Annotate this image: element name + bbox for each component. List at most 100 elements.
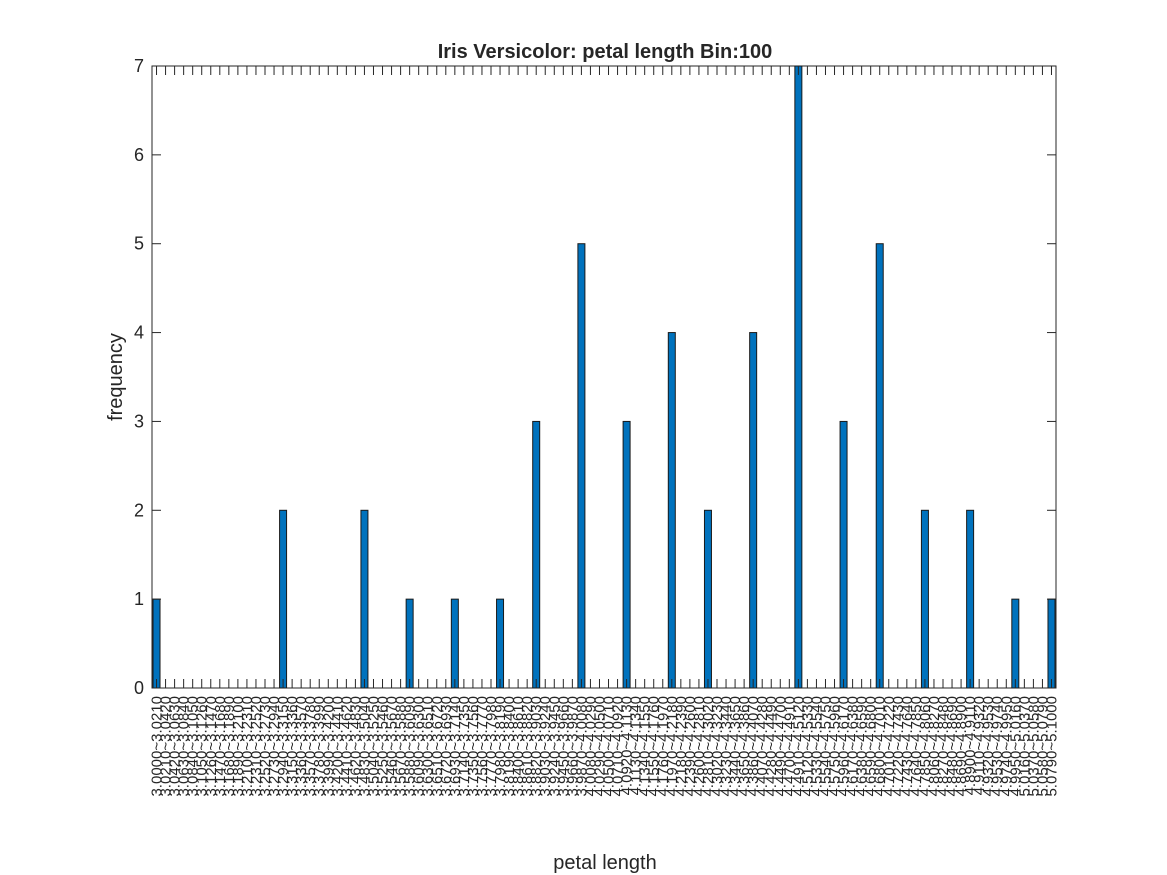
x-tick-label: 3.3360~3.3570 (293, 696, 310, 797)
x-axis-label: petal length (553, 852, 656, 874)
x-tick-label: 3.3570~3.3780 (302, 696, 319, 797)
x-tick-label: 5.0580~5.0790 (1034, 696, 1051, 797)
x-tick-label: 3.0840~3.1050 (185, 696, 202, 797)
x-tick-label: 3.1050~3.1260 (194, 696, 211, 797)
x-tick-label: 3.0630~3.0840 (176, 696, 193, 797)
x-tick-label: 3.2940~3.3150 (275, 696, 292, 797)
x-tick-label: 3.0210~3.0420 (158, 696, 175, 797)
x-tick-label: 4.1970~4.2180 (664, 696, 681, 797)
x-tick-label: 4.3440~4.3650 (727, 696, 744, 797)
y-axis-label: frequency (105, 333, 127, 421)
x-tick-label: 3.2100~3.2310 (239, 696, 256, 797)
x-tick-label: 3.9030~3.9240 (537, 696, 554, 797)
y-tick-label: 1 (134, 589, 144, 609)
x-tick-label: 4.1550~4.1760 (646, 696, 663, 797)
x-tick-label: 4.5330~4.5540 (808, 696, 825, 797)
y-tick-label: 5 (134, 234, 144, 254)
x-tick-label: 5.0370~5.0580 (1025, 696, 1042, 797)
y-tick-label: 3 (134, 411, 144, 431)
x-tick-label: 3.7980~3.8190 (492, 696, 509, 797)
x-tick-label: 4.4070~4.4280 (754, 696, 771, 797)
x-tick-label: 4.7430~4.7640 (899, 696, 916, 797)
x-tick-label: 4.4700~4.4910 (781, 696, 798, 797)
bar (279, 509, 288, 689)
x-tick-label: 3.5460~3.5670 (384, 696, 401, 797)
x-tick-label: 4.8900~4.9110 (962, 696, 979, 795)
x-tick-label: 3.6090~3.6300 (411, 696, 428, 797)
bar (966, 509, 975, 689)
x-tick-label: 3.9660~3.9870 (564, 696, 581, 797)
y-tick-label: 0 (134, 678, 144, 698)
bar (450, 598, 459, 689)
x-tick-label: 3.1890~3.2100 (230, 696, 247, 797)
x-tick-label: 3.0420~3.0630 (167, 696, 184, 797)
x-tick-label: 4.7010~4.7220 (881, 696, 898, 797)
x-tick-label: 4.2180~4.2390 (673, 696, 690, 797)
x-ticks-group: 3.0000~3.02103.0210~3.04203.0420~3.06303… (149, 66, 1060, 797)
x-tick-label: 3.1680~3.1890 (221, 696, 238, 797)
bar (920, 509, 929, 689)
x-tick-label: 4.8060~4.8270 (926, 696, 943, 797)
x-tick-label: 3.5880~3.6090 (402, 696, 419, 797)
x-tick-label: 4.6380~4.6590 (854, 696, 871, 797)
x-tick-label: 3.4830~3.5040 (356, 696, 373, 797)
x-tick-label: 3.5670~3.5880 (393, 696, 410, 797)
x-tick-label: 4.6170~4.6380 (845, 696, 862, 797)
x-tick-label: 4.9110~4.9320 (971, 696, 988, 795)
x-tick-label: 3.9450~3.9660 (555, 696, 572, 797)
x-tick-label: 4.2390~4.2600 (682, 696, 699, 797)
x-tick-label: 5.0790~5.1000 (1043, 696, 1060, 797)
x-tick-label: 3.6510~3.6720 (429, 696, 446, 797)
x-tick-label: 4.3860~4.4070 (745, 696, 762, 797)
x-tick-label: 3.1470~3.1680 (212, 696, 229, 797)
x-tick-label: 4.9530~4.9740 (989, 696, 1006, 797)
x-tick-label: 4.3650~4.3860 (736, 696, 753, 797)
y-ticks-group: 0 1 2 3 4 5 6 7 (134, 56, 1056, 698)
y-tick-label: 6 (134, 145, 144, 165)
bar (1047, 598, 1056, 689)
bar (532, 420, 541, 689)
x-tick-label: 4.5540~4.5750 (817, 696, 834, 797)
x-tick-label: 4.3230~4.3440 (718, 696, 735, 797)
x-tick-label: 3.3780~3.3990 (311, 696, 328, 797)
x-tick-label: 4.7640~4.7850 (908, 696, 925, 797)
chart-title: Iris Versicolor: petal length Bin:100 (438, 41, 773, 63)
y-tick-label: 4 (134, 323, 144, 343)
x-tick-label: 3.2520~3.2730 (257, 696, 274, 797)
x-tick-label: 3.8190~3.8400 (501, 696, 518, 797)
x-tick-label: 4.6800~4.7010 (872, 696, 889, 797)
x-tick-label: 5.0160~5.0370 (1016, 696, 1033, 797)
x-tick-label: 3.8400~3.8610 (510, 696, 527, 797)
x-tick-label: 3.9870~4.0080 (573, 696, 590, 797)
y-tick-label: 7 (134, 56, 144, 76)
x-tick-label: 3.2310~3.2520 (248, 696, 265, 797)
x-tick-label: 3.6300~3.6510 (420, 696, 437, 797)
x-tick-label: 3.9240~3.9450 (546, 696, 563, 797)
x-tick-label: 3.4620~3.4830 (347, 696, 364, 797)
x-tick-label: 3.7770~3.7980 (483, 696, 500, 797)
x-tick-label: 3.4200~3.4410 (329, 696, 346, 797)
x-tick-label: 4.9320~4.9530 (980, 696, 997, 797)
x-tick-label: 4.1130~4.1340 (628, 696, 645, 795)
x-tick-label: 4.2600~4.2810 (691, 696, 708, 797)
x-tick-label: 4.0500~4.0710 (601, 696, 618, 797)
plot-frame (151, 65, 1057, 689)
x-tick-label: 3.1260~3.1470 (203, 696, 220, 797)
x-tick-label: 3.8610~3.8820 (519, 696, 536, 797)
x-tick-label: 4.5120~4.5330 (799, 696, 816, 797)
bar (405, 598, 414, 689)
x-tick-label: 4.5750~4.5960 (827, 696, 844, 797)
x-tick-label: 4.9950~5.0160 (1007, 696, 1024, 797)
x-tick-label: 4.8480~4.8690 (944, 696, 961, 797)
bar (667, 332, 676, 689)
x-tick-label: 4.7220~4.7430 (890, 696, 907, 797)
x-tick-label: 3.0000~3.0210 (149, 696, 166, 797)
x-tick-label: 4.0290~4.0500 (591, 696, 608, 797)
y-tick-label: 2 (134, 500, 144, 520)
bar (839, 420, 848, 689)
x-tick-label: 3.6720~3.6930 (438, 696, 455, 797)
bar (794, 65, 803, 689)
bar (360, 509, 369, 689)
bar (622, 420, 631, 689)
x-tick-label: 4.4910~4.5120 (790, 696, 807, 797)
